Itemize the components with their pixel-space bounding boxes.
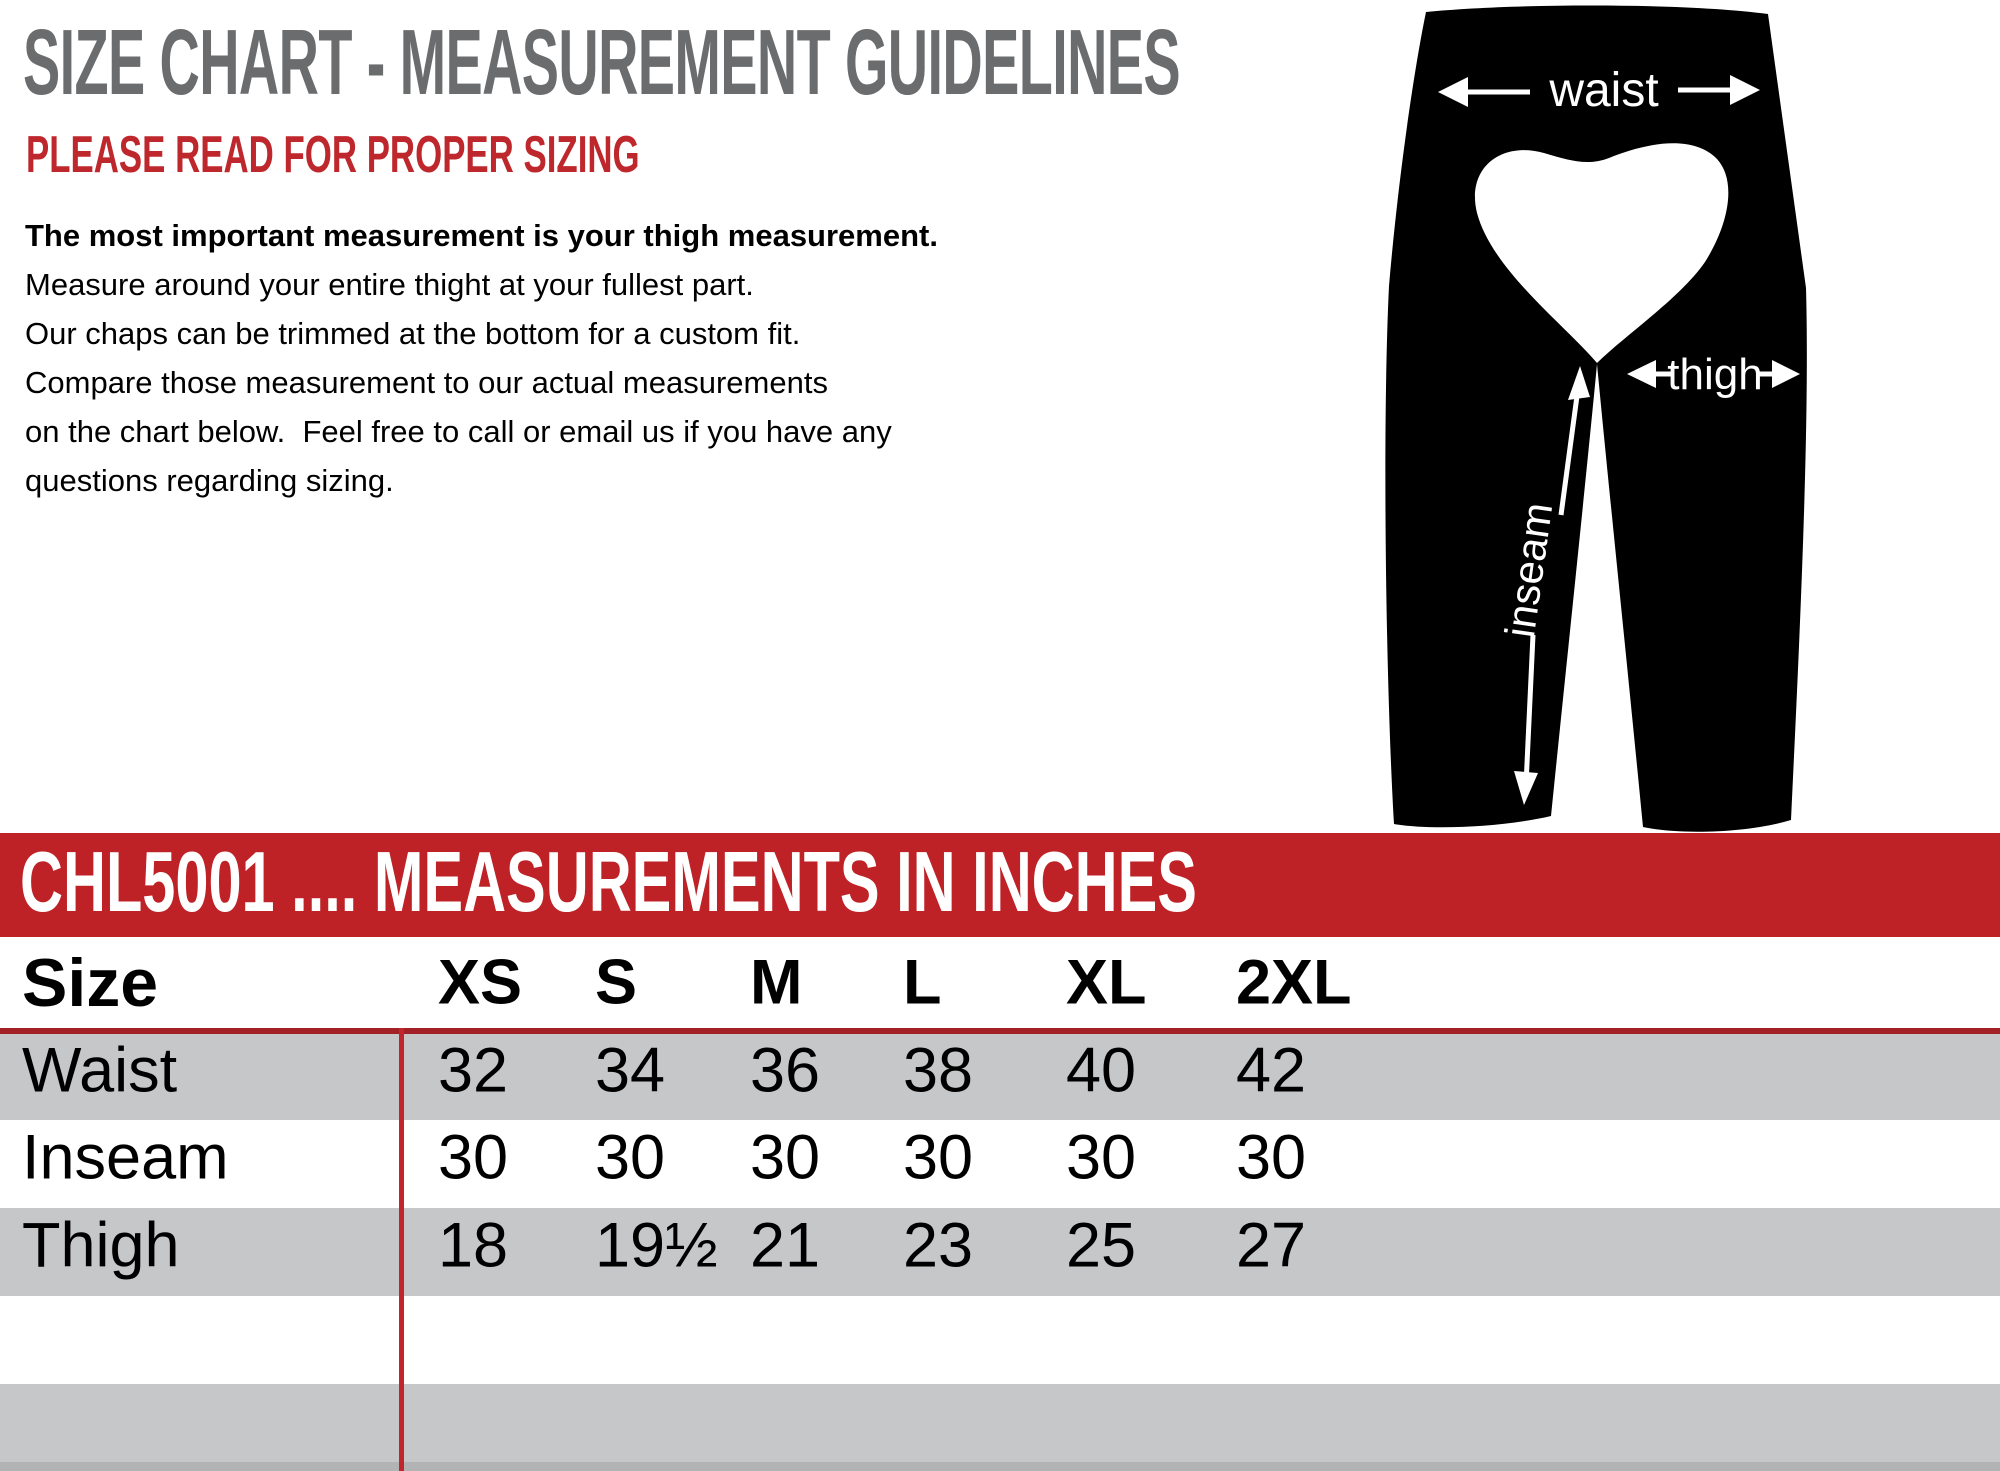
intro-line: Our chaps can be trimmed at the bottom f… [25, 316, 801, 351]
seat-cutout [1474, 143, 1729, 363]
table-cell: 42 [1236, 1035, 1307, 1106]
waist-arrow [1460, 87, 1738, 95]
table-cell: 18 [438, 1210, 509, 1281]
waist-label: waist [1548, 64, 1658, 117]
chaps-silhouette [1385, 5, 1807, 832]
waist-arrowhead-right [1730, 75, 1760, 105]
table-cell: 30 [903, 1122, 974, 1193]
intro-line: The most important measurement is your t… [25, 218, 938, 253]
table-cell: 30 [1236, 1122, 1307, 1193]
table-header-rule [0, 1028, 2000, 1034]
waist-arrowhead-left [1438, 77, 1468, 107]
table-row-empty-white [0, 1296, 2000, 1384]
thigh-label: thigh [1667, 350, 1762, 399]
inseam-arrowhead-down [1514, 771, 1538, 805]
table-cell: 30 [750, 1122, 821, 1193]
table-cell: 40 [1066, 1035, 1137, 1106]
table-cell: 23 [903, 1210, 974, 1281]
row-label: Thigh [22, 1210, 180, 1281]
table-row-empty-gray [0, 1384, 2000, 1462]
product-banner-text: CHL5001 .... MEASUREMENTS IN INCHES [20, 835, 1197, 930]
table-bottom-strip [0, 1462, 2000, 1471]
table-cell: 34 [595, 1035, 666, 1106]
chaps-diagram: waist thigh inseam [1380, 0, 1810, 840]
table-row-thigh: Thigh 18 19½ 21 23 25 27 [0, 1208, 2000, 1296]
table-header-size: Size [22, 944, 159, 1021]
table-row-waist: Waist 32 34 36 38 40 42 [0, 1034, 2000, 1120]
table-cell: 25 [1066, 1210, 1137, 1281]
thigh-arrowhead-right [1772, 360, 1800, 388]
table-cell: 21 [750, 1210, 821, 1281]
thigh-arrowhead-left [1627, 360, 1656, 388]
table-header-2xl: 2XL [1236, 947, 1352, 1017]
row-label: Inseam [22, 1122, 229, 1193]
table-header-m: M [750, 947, 803, 1017]
table-cell: 36 [750, 1035, 821, 1106]
table-cell: 19½ [595, 1210, 718, 1281]
page-title-text: SIZE CHART - MEASUREMENT GUIDELINES [23, 10, 1181, 114]
intro-line: Measure around your entire thight at you… [25, 267, 754, 302]
intro-paragraph: The most important measurement is your t… [25, 211, 938, 505]
intro-line: Compare those measurement to our actual … [25, 365, 828, 400]
inseam-arrowhead-up [1568, 366, 1590, 400]
chaps-diagram-svg: waist thigh inseam [1385, 5, 1807, 832]
table-row-inseam: Inseam 30 30 30 30 30 30 [0, 1120, 2000, 1208]
row-label: Waist [22, 1035, 178, 1106]
intro-line: on the chart below. Feel free to call or… [25, 414, 892, 449]
table-header-row: Size XS S M L XL 2XL [0, 937, 2000, 1028]
table-cell: 30 [1066, 1122, 1137, 1193]
table-cell: 27 [1236, 1210, 1307, 1281]
table-header-l: L [903, 947, 942, 1017]
table-cell: 32 [438, 1035, 509, 1106]
table-header-xl: XL [1066, 947, 1147, 1017]
product-banner: CHL5001 .... MEASUREMENTS IN INCHES [0, 833, 2000, 937]
intro-line: questions regarding sizing. [25, 463, 394, 498]
table-cell: 30 [438, 1122, 509, 1193]
page-title: SIZE CHART - MEASUREMENT GUIDELINES [23, 16, 1951, 109]
table-cell: 38 [903, 1035, 974, 1106]
table-cell: 30 [595, 1122, 666, 1193]
inseam-arrow [1523, 395, 1580, 786]
table-header-s: S [595, 947, 638, 1017]
table-column-divider [399, 1028, 404, 1471]
table-header-xs: XS [438, 947, 523, 1017]
page-subtitle-text: PLEASE READ FOR PROPER SIZING [26, 126, 640, 184]
page-subtitle: PLEASE READ FOR PROPER SIZING [26, 129, 942, 181]
